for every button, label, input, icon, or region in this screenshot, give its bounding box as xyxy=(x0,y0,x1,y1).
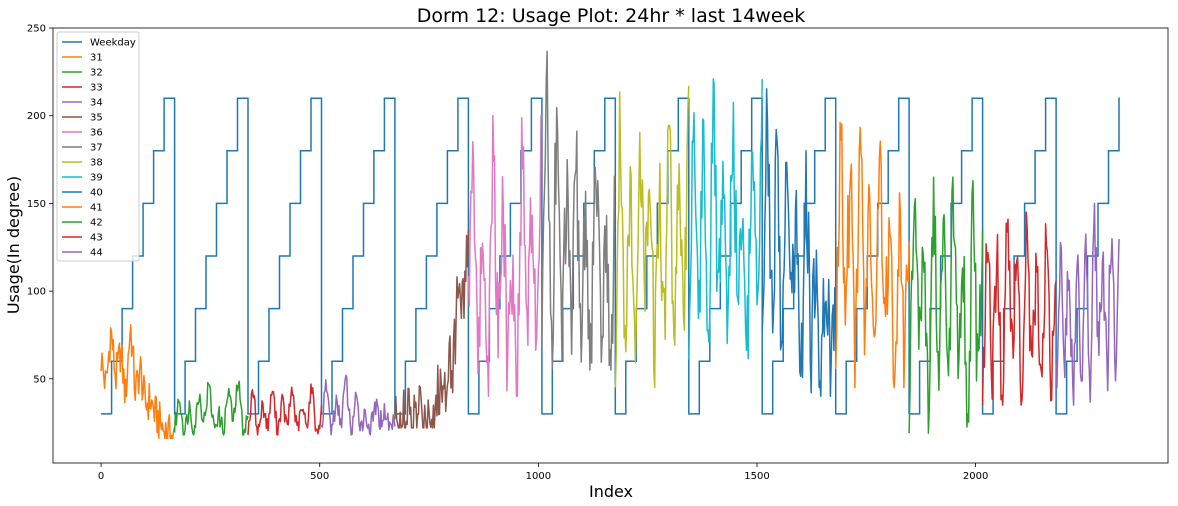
plot-frame xyxy=(52,27,1169,464)
x-tick-label: 0 xyxy=(98,471,104,482)
series-line-35 xyxy=(394,229,470,429)
legend-label: 32 xyxy=(90,68,103,79)
series-line-43 xyxy=(981,211,1057,406)
legend-label: 36 xyxy=(90,128,103,139)
x-axis-title: Index xyxy=(589,482,633,501)
y-axis-title: Usage(In degree) xyxy=(4,176,23,314)
series-line-41 xyxy=(834,121,910,389)
series-line-34 xyxy=(320,374,396,436)
legend-label: 34 xyxy=(90,98,103,109)
x-tick-label: 1500 xyxy=(744,471,769,482)
legend-label: Weekday xyxy=(90,38,136,49)
chart-title: Dorm 12: Usage Plot: 24hr * last 14week xyxy=(417,5,805,27)
y-tick-label: 250 xyxy=(27,24,46,35)
y-tick-label: 150 xyxy=(27,199,46,210)
series-line-39 xyxy=(688,78,763,360)
legend-label: 35 xyxy=(90,113,103,124)
y-tick-label: 50 xyxy=(33,374,46,385)
series-line-42 xyxy=(908,176,984,434)
legend-label: 42 xyxy=(90,218,103,229)
x-tick-label: 1000 xyxy=(526,471,551,482)
series-line-33 xyxy=(247,383,323,436)
series-line-32 xyxy=(173,380,249,436)
legend-label: 41 xyxy=(90,203,103,214)
series-line-38 xyxy=(614,85,690,389)
legend-label: 40 xyxy=(90,188,103,199)
plot-area: 0 500 1000 1500 2000 50 100 150 200 250 Weekday 31 3… xyxy=(27,24,1169,482)
x-tick-label: 500 xyxy=(310,471,329,482)
series-line-44 xyxy=(1055,202,1121,406)
x-tick-label: 2000 xyxy=(963,471,988,482)
legend: Weekday 31 32 33 34 35 36 37 38 39 40 41 42 43 44 xyxy=(56,31,140,262)
series-line-37 xyxy=(541,50,617,371)
series-line-36 xyxy=(467,114,542,398)
legend-label: 39 xyxy=(90,173,103,184)
legend-label: 33 xyxy=(90,83,103,94)
legend-label: 44 xyxy=(90,248,103,259)
series-line-31 xyxy=(100,324,176,440)
series-line-weekday xyxy=(101,97,1120,415)
legend-label: 43 xyxy=(90,233,103,244)
y-tick-label: 200 xyxy=(27,111,46,122)
legend-box xyxy=(56,31,140,262)
legend-label: 31 xyxy=(90,53,103,64)
legend-label: 37 xyxy=(90,143,103,154)
legend-label: 38 xyxy=(90,158,103,169)
series-line-40 xyxy=(761,88,837,398)
y-tick-label: 100 xyxy=(27,287,46,298)
series-group xyxy=(100,50,1121,440)
